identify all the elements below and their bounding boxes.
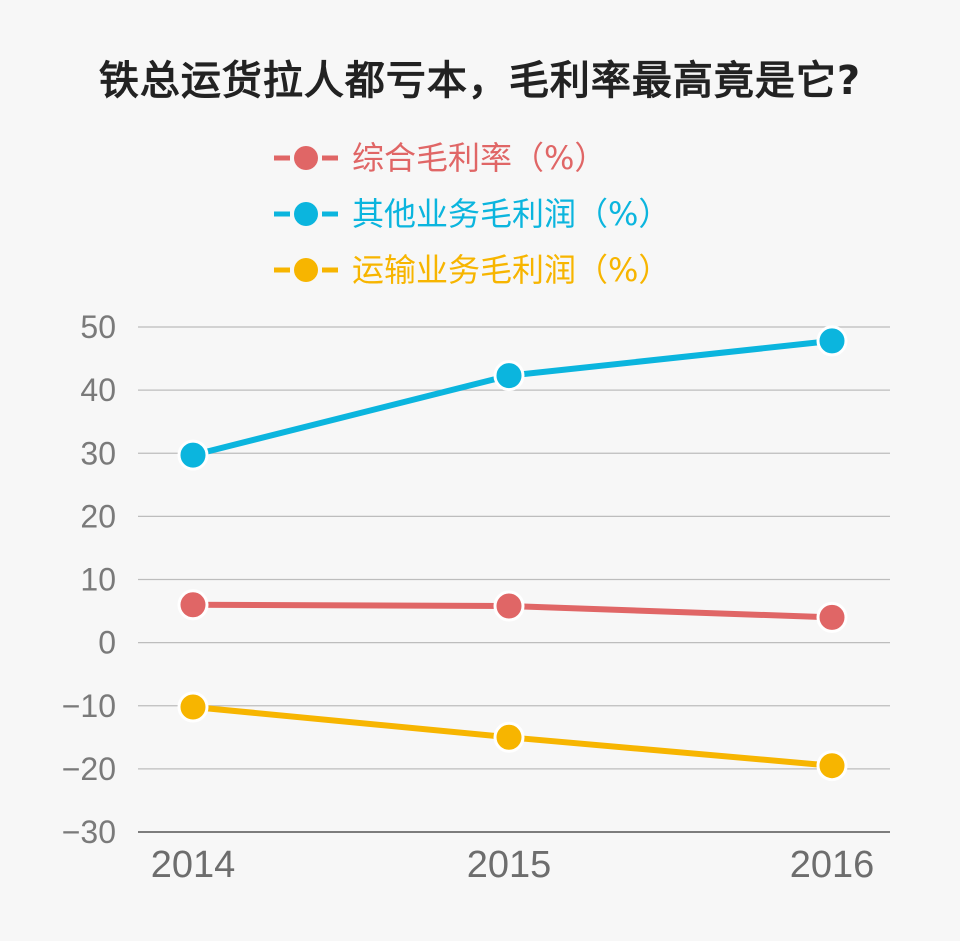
legend-marker-transport [274, 258, 338, 282]
data-point-other [816, 325, 848, 357]
y-tick-label: 0 [98, 625, 116, 661]
legend-marker-composite [274, 146, 338, 170]
legend-dot [294, 258, 318, 282]
data-point-composite [816, 601, 848, 633]
legend-label-composite: 综合毛利率（%） [352, 139, 607, 177]
data-point-other [493, 360, 525, 392]
y-tick-label: −10 [62, 688, 116, 724]
legend-label-transport: 运输业务毛利润（%） [352, 251, 671, 289]
legend-dot [294, 146, 318, 170]
y-tick-label: −30 [62, 814, 116, 850]
y-tick-label: 10 [80, 562, 116, 598]
x-tick-label: 2014 [151, 844, 236, 886]
data-point-transport [493, 721, 525, 753]
x-tick-label: 2015 [467, 844, 552, 886]
chart-title: 铁总运货拉人都亏本，毛利率最高竟是它? [98, 58, 862, 104]
data-point-other [177, 439, 209, 471]
y-tick-label: 20 [80, 498, 116, 534]
data-point-transport [177, 691, 209, 723]
legend-dot [294, 202, 318, 226]
data-point-transport [816, 750, 848, 782]
y-tick-label: 50 [80, 309, 116, 345]
data-point-composite [493, 590, 525, 622]
y-tick-label: 30 [80, 435, 116, 471]
x-tick-label: 2016 [790, 844, 875, 886]
legend-item-transport: 运输业务毛利润（%） [272, 242, 670, 298]
y-tick-label: 40 [80, 372, 116, 408]
legend-label-other: 其他业务毛利润（%） [352, 195, 671, 233]
series-line-other [190, 337, 835, 459]
y-tick-label: −20 [62, 751, 116, 787]
data-point-composite [177, 589, 209, 621]
legend-marker-other [274, 202, 338, 226]
legend-item-other: 其他业务毛利润（%） [272, 186, 670, 242]
legend: 综合毛利率（%） 其他业务毛利润（%） 运输业务毛利润（%） [272, 130, 670, 298]
legend-item-composite: 综合毛利率（%） [272, 130, 670, 186]
